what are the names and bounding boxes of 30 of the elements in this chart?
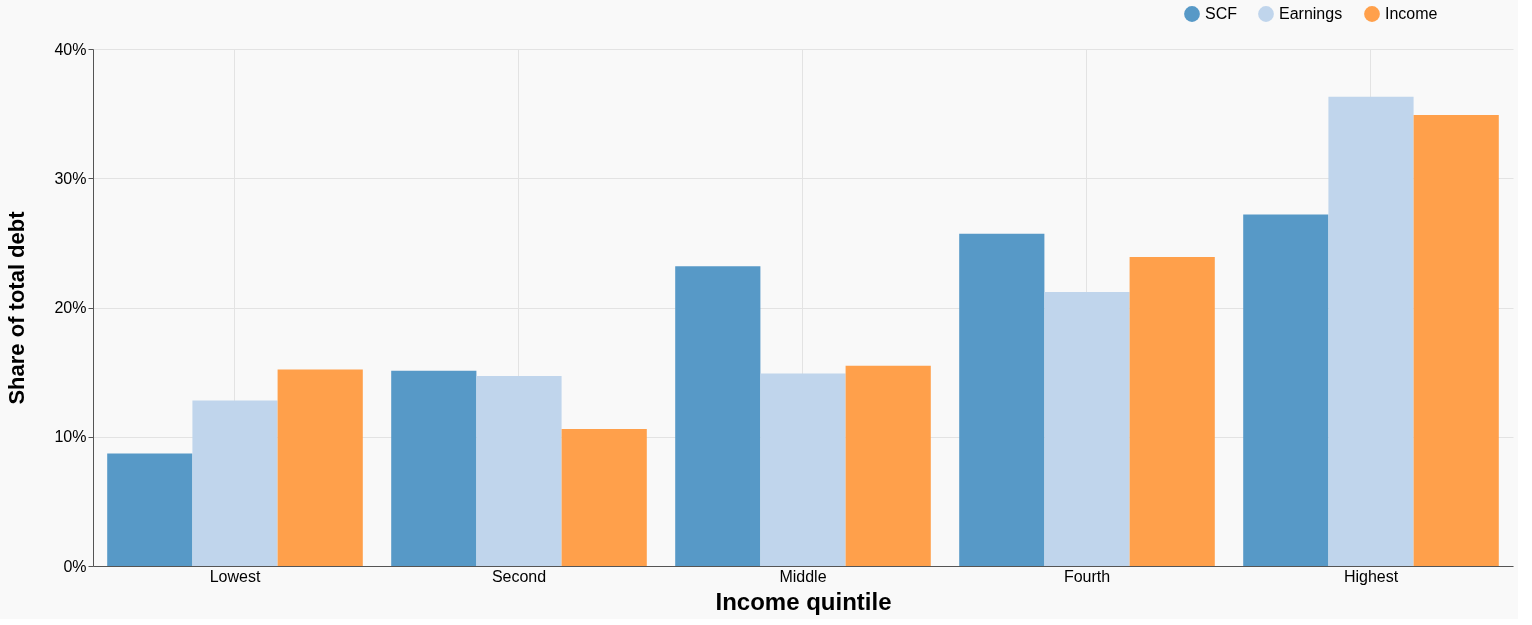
y-tick-label: 10% — [54, 428, 87, 446]
bar — [277, 369, 363, 566]
y-tick-label: 30% — [54, 169, 87, 187]
x-tick-label: Middle — [779, 567, 827, 585]
x-tick-label: Highest — [1343, 567, 1399, 585]
y-axis-title: Share of total debt — [4, 210, 30, 405]
bar — [959, 233, 1045, 566]
bar — [1129, 257, 1215, 566]
legend-label: SCF — [1205, 5, 1238, 22]
bar — [1328, 96, 1414, 566]
bar — [760, 373, 846, 566]
bar — [675, 266, 761, 566]
bar — [391, 370, 477, 566]
x-tick-label: Second — [491, 567, 547, 585]
y-tick-label: 20% — [54, 299, 87, 316]
bar — [192, 400, 278, 566]
x-tick-label: Fourth — [1063, 567, 1111, 585]
bar — [561, 429, 647, 566]
legend-label: Income — [1385, 5, 1438, 22]
bar — [107, 453, 193, 566]
bar — [1413, 114, 1499, 566]
bar — [476, 376, 562, 566]
bar — [1044, 291, 1130, 566]
y-tick-label: 0% — [63, 557, 87, 575]
bar — [1243, 214, 1329, 566]
y-tick-label: 40% — [54, 40, 87, 58]
legend-label: Earnings — [1279, 5, 1343, 22]
x-tick-label: Lowest — [209, 567, 261, 585]
x-axis-title: Income quintile — [715, 587, 892, 615]
bar — [845, 365, 931, 566]
